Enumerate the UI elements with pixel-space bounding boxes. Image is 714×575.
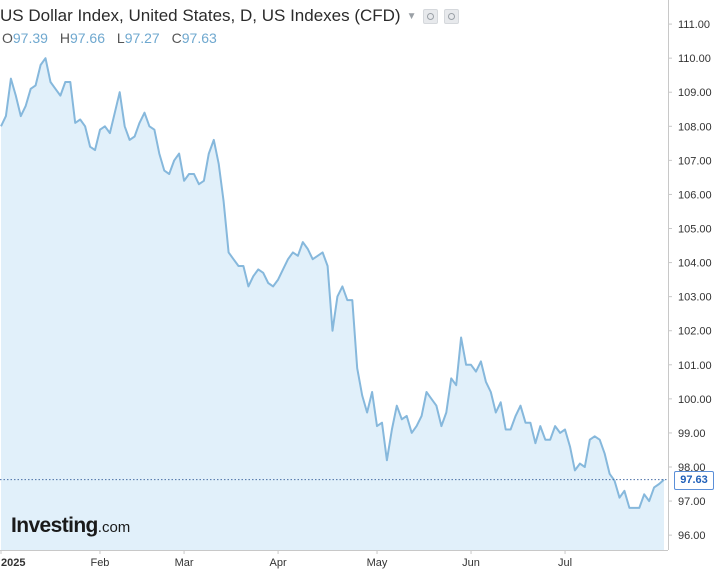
y-tick-label: 104.00 — [678, 258, 712, 270]
y-tick-label: 109.00 — [678, 87, 712, 99]
series-line — [0, 57, 665, 509]
close-key: C — [171, 30, 182, 46]
logo-suffix: .com — [97, 519, 131, 536]
chart-title: US Dollar Index, United States, D, US In… — [0, 6, 401, 25]
y-tick-label: 105.00 — [678, 224, 712, 236]
low-key: L — [116, 30, 125, 46]
y-tick-label: 106.00 — [678, 189, 712, 201]
logo-name: Investing — [11, 514, 98, 537]
x-tick-label: Apr — [270, 557, 287, 569]
settings-icon[interactable] — [422, 8, 438, 24]
y-tick-label: 99.00 — [678, 428, 706, 440]
y-tick-label: 97.00 — [678, 496, 706, 508]
chevron-down-icon[interactable]: ▼ — [406, 10, 417, 22]
close-value: 97.63 — [181, 30, 217, 46]
y-axis-ticks: 96.0097.0098.0099.00100.00101.00102.0010… — [668, 19, 712, 542]
high-value: 97.66 — [69, 30, 105, 46]
gear-icon[interactable] — [443, 8, 459, 24]
y-tick-label: 101.00 — [678, 360, 712, 372]
investing-logo: Investing.com — [11, 514, 130, 538]
y-tick-label: 100.00 — [678, 394, 712, 406]
low-value: 97.27 — [124, 30, 160, 46]
ohlc-legend: O97.39 H97.66 L97.27 C97.63 — [2, 30, 225, 46]
high-key: H — [59, 30, 70, 46]
y-tick-label: 102.00 — [678, 326, 712, 338]
chart-header: US Dollar Index, United States, D, US In… — [0, 6, 459, 26]
x-tick-label: Jun — [462, 557, 480, 569]
y-tick-label: 107.00 — [678, 155, 712, 167]
series-area-fill — [1, 58, 664, 550]
x-tick-label: Feb — [90, 557, 109, 569]
x-tick-label: Mar — [175, 557, 194, 569]
open-value: 97.39 — [12, 30, 48, 46]
x-tick-label: 2025 — [1, 557, 25, 569]
x-tick-label: Jul — [558, 557, 572, 569]
y-tick-label: 96.00 — [678, 530, 706, 542]
y-tick-label: 108.00 — [678, 121, 712, 133]
axes-layer — [0, 0, 669, 551]
y-tick-label: 103.00 — [678, 292, 712, 304]
x-tick-label: May — [367, 557, 388, 569]
y-tick-label: 111.00 — [678, 19, 710, 31]
open-key: O — [2, 30, 13, 46]
y-tick-label: 110.00 — [678, 53, 711, 65]
last-price-tag: 97.63 — [674, 471, 714, 490]
x-axis-ticks: 2025 Feb Mar Apr May Jun Jul — [0, 550, 572, 569]
